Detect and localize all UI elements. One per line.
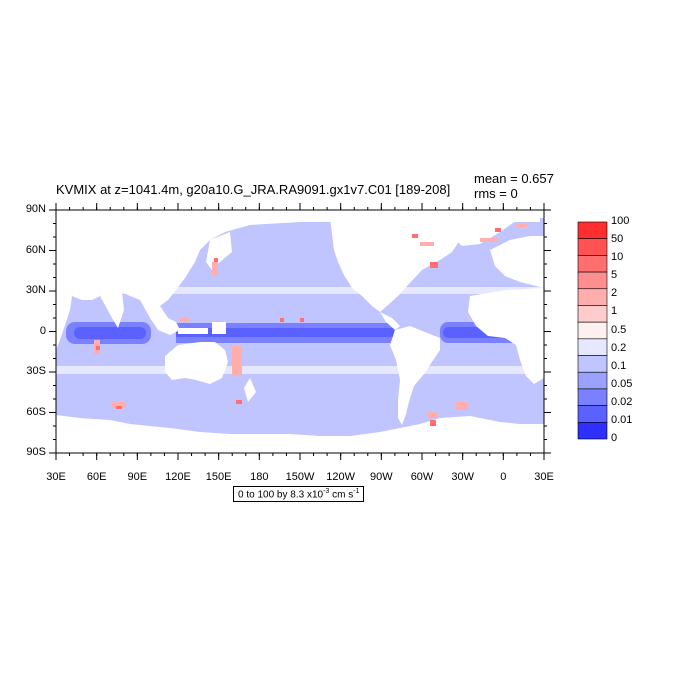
band-30s: [56, 366, 544, 374]
colorbar-label: 2: [611, 287, 618, 300]
colorbar-label: 0.01: [611, 413, 633, 426]
colorbar-label: 50: [611, 233, 624, 246]
colorbar-swatch: [577, 238, 608, 256]
units-prefix: 0 to 100 by 8.3 x10: [238, 489, 324, 501]
colorbar-label: 100: [611, 215, 630, 227]
coastal-highlights: [94, 224, 528, 426]
longitude-label: 120W: [326, 471, 356, 483]
colorbar-label: 1: [611, 305, 618, 318]
longitude-label: 30W: [451, 471, 474, 483]
longitude-label: 90W: [370, 471, 393, 483]
units-exponent: -3: [323, 488, 330, 495]
units-suffix-exponent: -1: [353, 488, 360, 495]
latitude-label: 30S: [26, 365, 46, 377]
colorbar-swatch: [577, 371, 608, 390]
colorbar-label: 0.1: [611, 359, 627, 372]
latitude-label: 60S: [26, 405, 46, 418]
longitude-label: 150W: [285, 471, 315, 483]
longitude-label: 60E: [86, 471, 107, 483]
colorbar-swatch: [577, 288, 608, 306]
colorbar-swatch: [577, 305, 608, 323]
units-suffix: cm s: [329, 489, 354, 501]
axis-ticks: [49, 203, 551, 460]
latitude-label: 30N: [25, 284, 46, 296]
longitude-label: 30E: [46, 471, 66, 483]
latitude-label: 90S: [26, 446, 46, 458]
rms-stat: rms = 0: [474, 186, 518, 201]
map-field: [56, 210, 544, 453]
colorbar-swatch: [577, 355, 608, 373]
colorbar-swatch: [577, 271, 608, 290]
longitude-label: 60W: [410, 471, 434, 483]
equatorial-core-pacific: [176, 328, 394, 337]
land: [56, 210, 544, 453]
colorbar-label: 10: [611, 251, 624, 264]
colorbar-swatch: [577, 405, 608, 423]
colorbar-label: 0.5: [611, 323, 627, 336]
colorbar-swatch: [577, 388, 608, 406]
longitude-label: 90E: [127, 471, 148, 483]
colorbar-label: 0.05: [611, 377, 633, 390]
contour-info-box: 0 to 100 by 8.3 x10-3 cm s-1: [233, 486, 365, 503]
colorbar-swatch: [577, 255, 608, 273]
colorbar-label: 0.02: [611, 395, 633, 408]
colorbar: [577, 221, 608, 440]
longitude-label: 30E: [534, 471, 554, 483]
latitude-label: 90N: [25, 203, 46, 215]
colorbar-label: 5: [611, 269, 618, 282]
longitude-label: 150E: [205, 471, 232, 483]
mean-stat: mean = 0.657: [474, 171, 554, 186]
longitude-label: 120E: [165, 471, 191, 483]
longitude-label: 0: [500, 471, 507, 483]
latitude-label: 60N: [25, 243, 46, 256]
colorbar-swatch: [577, 422, 608, 440]
map-title: KVMIX at z=1041.4m, g20a10.G_JRA.RA9091.…: [56, 182, 451, 197]
colorbar-label: 0.2: [611, 341, 627, 354]
latitude-label: 0: [39, 324, 46, 337]
colorbar-label: 0: [611, 432, 618, 444]
equatorial-core-indian: [74, 327, 146, 339]
longitude-label: 180: [250, 471, 269, 483]
colorbar-swatch: [577, 221, 608, 239]
colorbar-swatch: [577, 321, 608, 340]
band-30n: [56, 287, 544, 294]
colorbar-swatch: [577, 338, 608, 356]
